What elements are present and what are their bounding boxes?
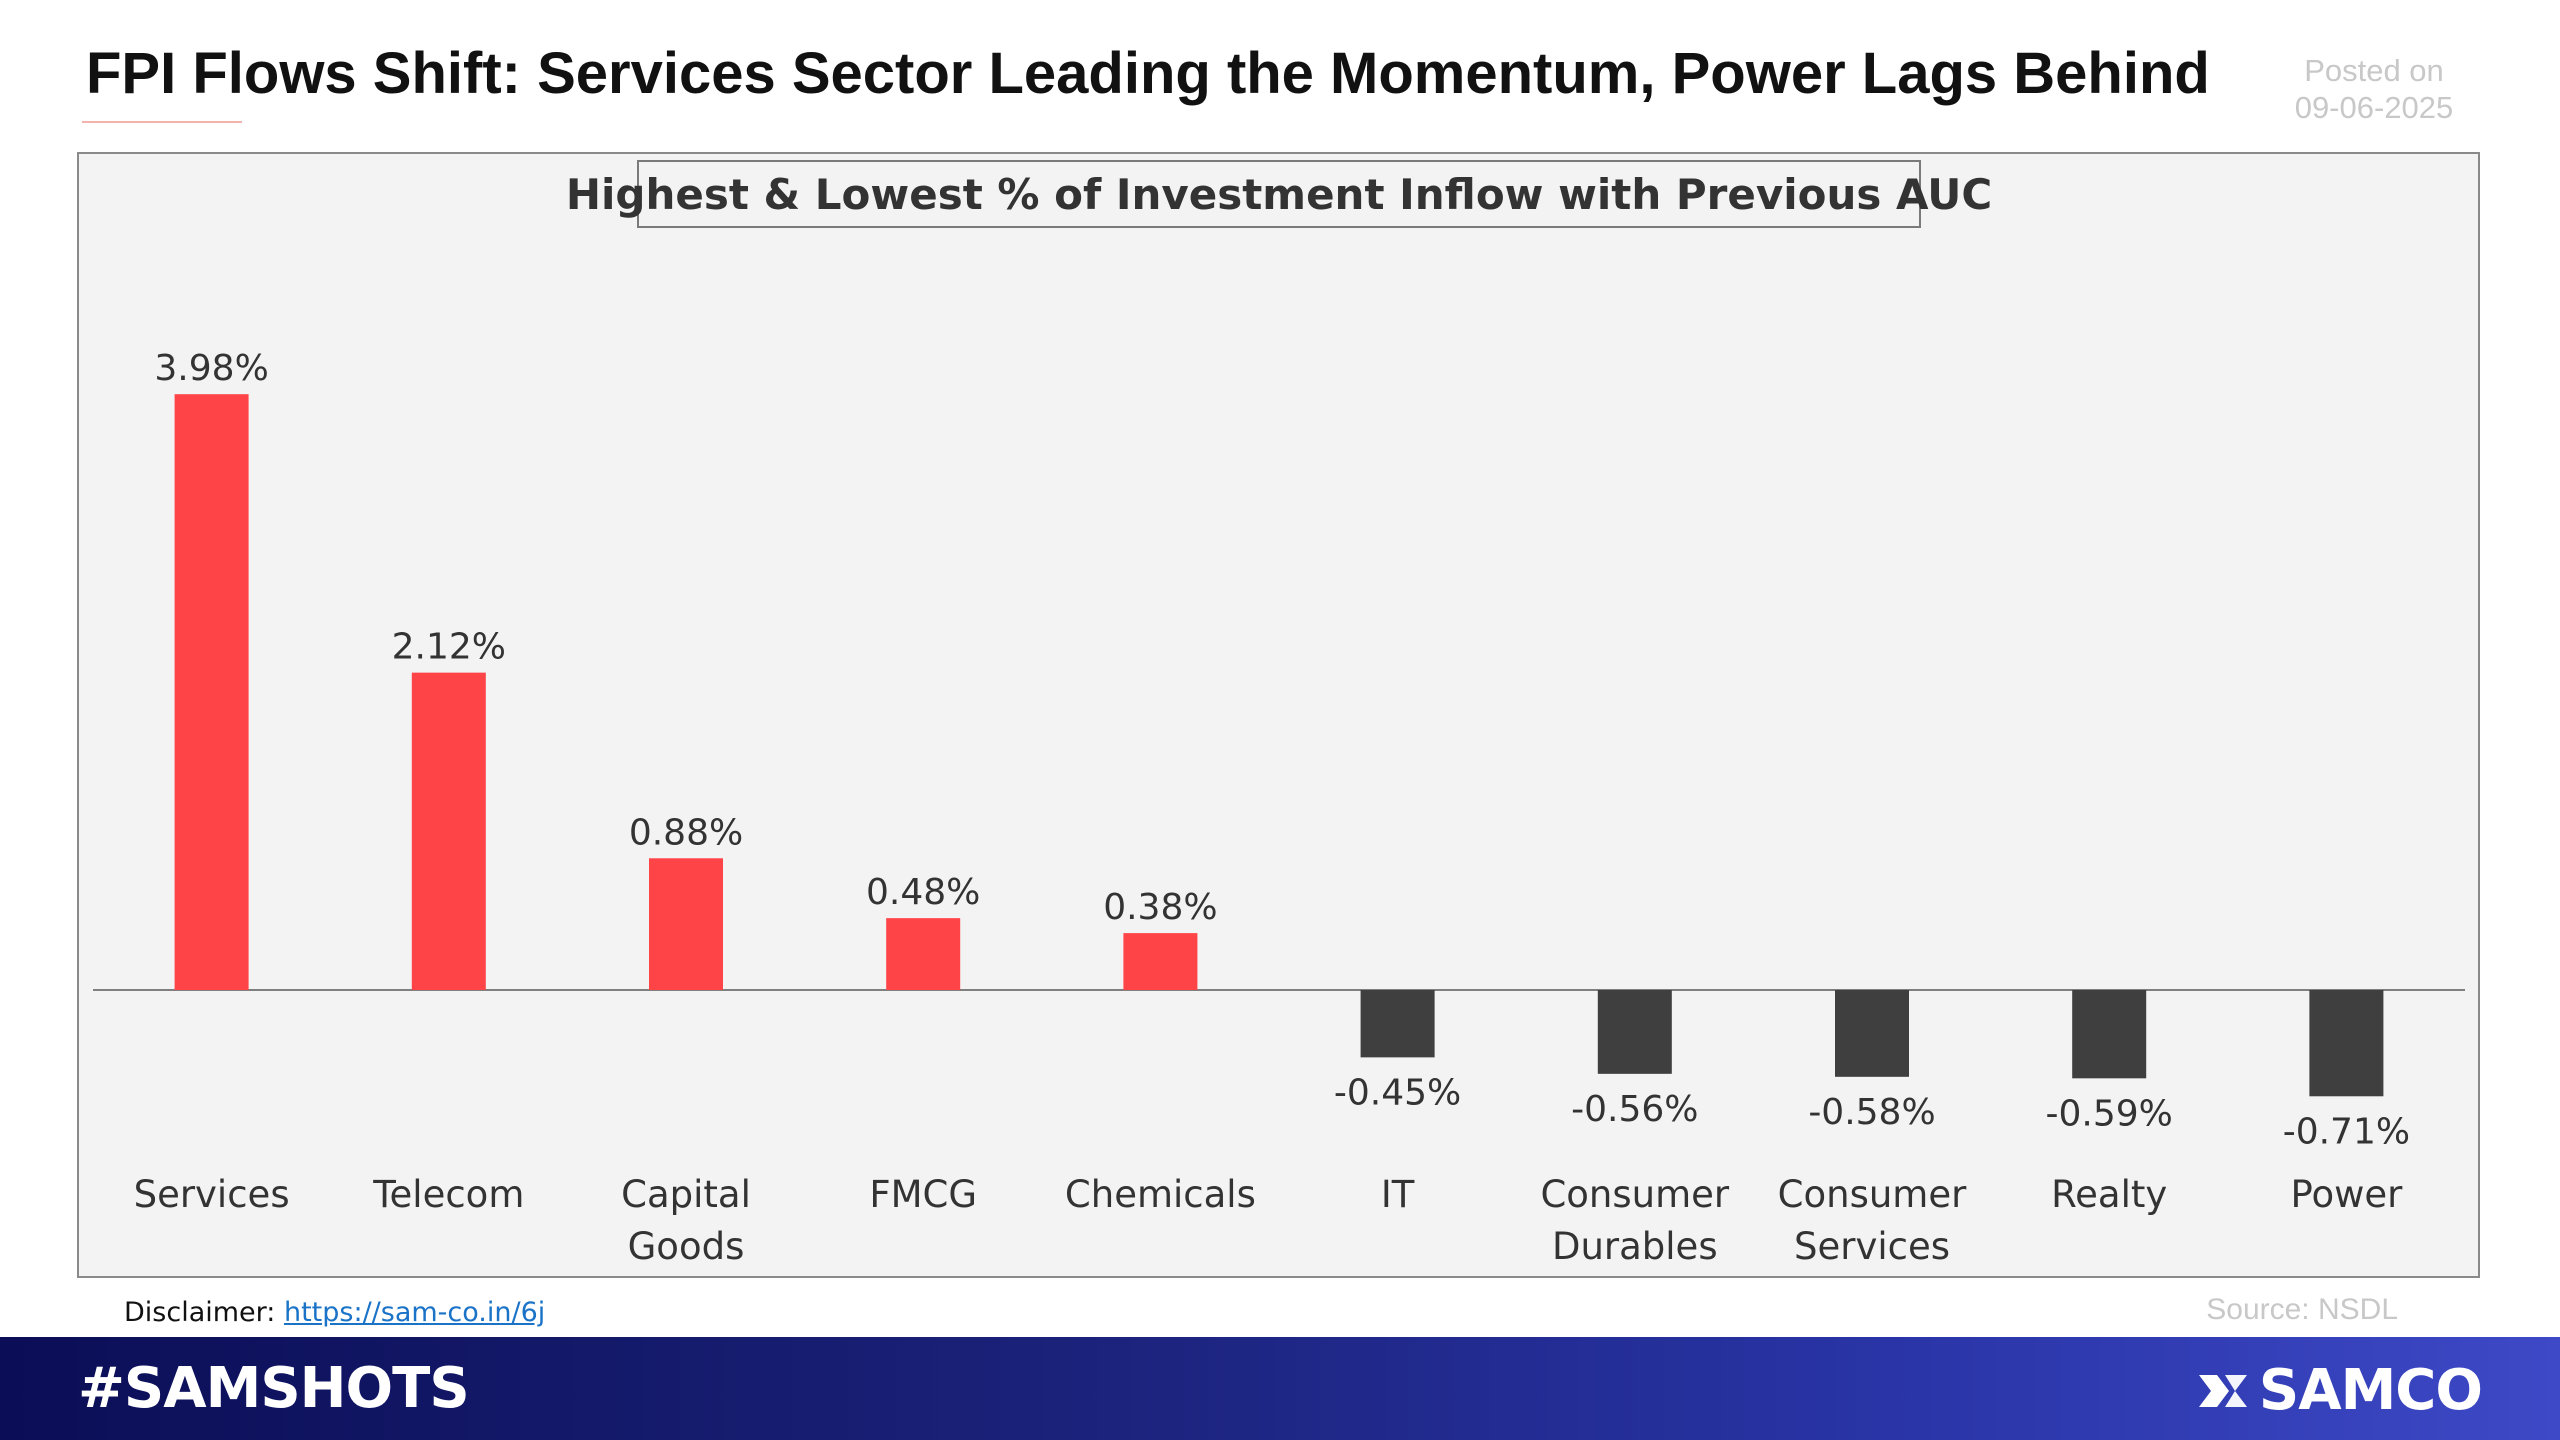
bar <box>174 394 249 991</box>
data-label: 0.48% <box>866 872 980 913</box>
bar <box>886 918 961 990</box>
footer-bar <box>0 1337 2560 1440</box>
category-label: Services <box>134 1173 290 1216</box>
bar <box>1597 990 1672 1074</box>
bar <box>1835 990 1909 1077</box>
hashtag-label: #SAMSHOTS <box>78 1356 470 1421</box>
source-note: Source: NSDL <box>2206 1293 2398 1326</box>
data-label: -0.58% <box>1808 1092 1935 1133</box>
data-label: 2.12% <box>392 627 506 668</box>
posted-date-block: Posted on 09-06-2025 <box>2264 52 2484 126</box>
disclaimer-label: Disclaimer: <box>124 1297 276 1328</box>
bar <box>2072 990 2147 1079</box>
brand-name: SAMCO <box>2258 1358 2483 1423</box>
brand-logo: SAMCO <box>2195 1358 2483 1423</box>
data-label: 0.38% <box>1103 887 1217 928</box>
data-label: -0.71% <box>2283 1111 2410 1152</box>
page-title: FPI Flows Shift: Services Sector Leading… <box>86 41 2210 106</box>
bar <box>411 672 486 990</box>
category-label: Power <box>2290 1173 2403 1216</box>
data-label: -0.56% <box>1571 1089 1698 1130</box>
category-label: Telecom <box>372 1173 524 1216</box>
category-label: Consumer <box>1778 1173 1967 1216</box>
data-label: -0.45% <box>1334 1072 1461 1113</box>
category-label: Goods <box>628 1225 745 1268</box>
title-underline <box>82 121 242 123</box>
category-label: Realty <box>2051 1173 2167 1216</box>
data-label: -0.59% <box>2046 1093 2173 1134</box>
category-label: Capital <box>621 1173 751 1216</box>
disclaimer-link[interactable]: https://sam-co.in/6j <box>283 1297 546 1328</box>
category-label: Services <box>1794 1225 1950 1268</box>
category-label: FMCG <box>869 1173 977 1216</box>
category-label: Consumer <box>1540 1173 1729 1216</box>
bar <box>1360 990 1435 1058</box>
data-label: 3.98% <box>154 348 268 389</box>
chart-title: Highest & Lowest % of Investment Inflow … <box>566 160 1992 228</box>
bar <box>649 858 723 990</box>
bar <box>2309 990 2384 1097</box>
samco-logo-icon <box>2198 1374 2247 1407</box>
bar <box>1123 933 1198 990</box>
posted-label: Posted on <box>2304 53 2444 88</box>
posted-date: 09-06-2025 <box>2294 90 2454 125</box>
category-label: IT <box>1381 1173 1415 1216</box>
data-label: 0.88% <box>629 812 743 853</box>
disclaimer: Disclaimer: https://sam-co.in/6j <box>124 1297 545 1328</box>
category-label: Chemicals <box>1065 1173 1256 1216</box>
category-label: Durables <box>1552 1225 1718 1268</box>
